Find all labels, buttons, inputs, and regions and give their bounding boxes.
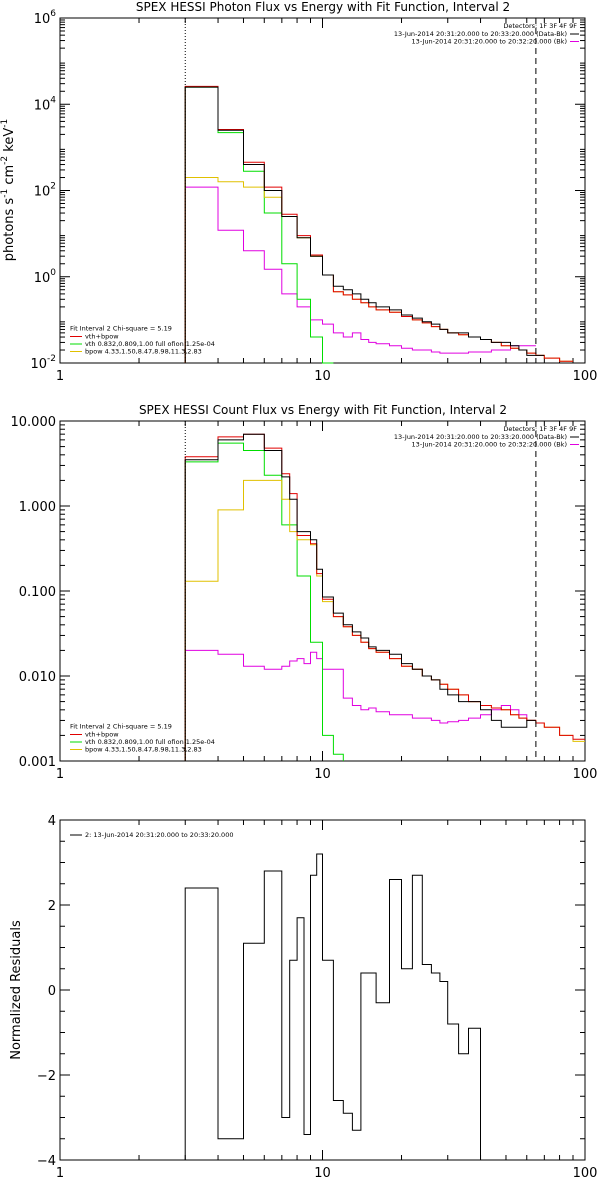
ylabel-exp: -1 (0, 119, 10, 128)
photon-flux-title: SPEX HESSI Photon Flux vs Energy with Fi… (136, 0, 510, 14)
series-line-data (184, 853, 492, 1161)
ylabel-part: cm (2, 165, 17, 189)
y-tick-label: 2 (48, 899, 56, 914)
x-tick-label: 100 (573, 1166, 598, 1181)
residuals-legend: 2: 13-Jun-2014 20:31:20.000 to 20:33:20.… (70, 831, 233, 839)
y-tick-label: 1.000 (19, 500, 56, 515)
photon-flux-legend-bottomleft: Fit Interval 2 Chi-square = 5.19vth+bpow… (70, 325, 215, 356)
y-tick-label: 0.100 (19, 585, 56, 600)
photon-flux-range-lines (184, 18, 537, 363)
count-flux-panel: SPEX HESSI Count Flux vs Energy with Fit… (11, 403, 598, 782)
ylabel-part: photons s (2, 198, 17, 262)
photon-flux-series (184, 85, 573, 364)
y-tick-label: 0 (48, 984, 56, 999)
legend-header: Detectors: 1F 3F 4F 9F (503, 22, 577, 30)
legend-entry-label: 13-Jun-2014 20:31:20.000 to 20:33:20.000… (394, 433, 567, 441)
legend-entry-label: vth 0.832,0.809,1.00 full ofion 1.25e-04 (85, 340, 215, 348)
legend-entry-label: vth 0.832,0.809,1.00 full ofion 1.25e-04 (85, 738, 215, 746)
series-line-bk (184, 649, 536, 761)
series-line-bpow (184, 479, 585, 761)
series-line-vth (184, 86, 334, 364)
x-tick-label: 1 (56, 1166, 64, 1181)
legend-entry-label: 13-Jun-2014 20:31:20.000 to 20:32:20.000… (412, 441, 567, 449)
legend-entry-label: vth+bpow (85, 333, 119, 341)
legend-entry-label: bpow 4.33,1.50,8.47,8.98,11.3,2.83 (85, 348, 202, 356)
legend-entry-label: 2: 13-Jun-2014 20:31:20.000 to 20:33:20.… (85, 831, 233, 839)
residuals-panel: 1 10 100 −4 −2 0 2 4 2: 13-Jun-2014 20:31:20.00… (9, 814, 597, 1181)
x-tick-label: 100 (573, 767, 598, 782)
ylabel-part: keV (2, 128, 17, 156)
y-tick-label: 100 (34, 268, 57, 286)
y-tick-label: 106 (34, 9, 57, 27)
residuals-series (184, 853, 492, 1161)
photon-flux-panel: SPEX HESSI Photon Flux vs Energy with Fi… (0, 0, 597, 384)
count-flux-series (184, 433, 585, 761)
series-line-data (184, 433, 536, 761)
y-tick-label: 0.001 (19, 755, 56, 770)
series-line-data (184, 86, 545, 363)
y-tick-label: 104 (34, 95, 57, 113)
y-tick-label: −2 (37, 1069, 56, 1084)
count-flux-axes: 1 10 100 0.001 0.010 0.100 1.000 10.000 (11, 415, 598, 782)
legend-entry-label: bpow 4.33,1.50,8.47,8.98,11.3,2.83 (85, 746, 202, 754)
y-tick-label: −4 (37, 1154, 56, 1169)
y-tick-label: 102 (34, 182, 56, 200)
y-tick-label: 0.010 (19, 670, 56, 685)
legend-header: Fit Interval 2 Chi-square = 5.19 (70, 325, 172, 333)
legend-entry-label: 13-Jun-2014 20:31:20.000 to 20:32:20.000… (412, 38, 567, 46)
series-line-vth (184, 442, 344, 761)
ylabel-exp: -1 (0, 189, 10, 198)
y-tick-label: 10.000 (11, 415, 57, 430)
legend-entry-label: vth+bpow (85, 731, 119, 739)
count-flux-range-lines (184, 421, 537, 761)
count-flux-legend-bottomleft: Fit Interval 2 Chi-square = 5.19vth+bpow… (70, 723, 215, 754)
x-tick-label: 1 (56, 767, 64, 782)
legend-entry-label: 13-Jun-2014 20:31:20.000 to 20:33:20.000… (394, 30, 567, 38)
x-tick-label: 10 (314, 767, 331, 782)
photon-flux-axes: 1 10 100 10-2 100 102 104 106 (30, 9, 597, 384)
residuals-axes: 1 10 100 −4 −2 0 2 4 (37, 814, 598, 1181)
legend-header: Detectors: 1F 3F 4F 9F (503, 425, 577, 433)
photon-flux-y-axis-label: photons s-1 cm-2 keV-1 (0, 119, 17, 261)
y-tick-label: 10-2 (30, 354, 56, 372)
x-tick-label: 10 (314, 1166, 331, 1181)
series-line-total (184, 85, 573, 363)
ylabel-exp: -2 (0, 156, 10, 165)
x-tick-label: 100 (573, 369, 598, 384)
series-line-bpow (184, 177, 573, 363)
y-tick-label: 4 (48, 814, 56, 829)
legend-header: Fit Interval 2 Chi-square = 5.19 (70, 723, 172, 731)
residuals-y-axis-label: Normalized Residuals (9, 920, 24, 1060)
x-tick-label: 10 (314, 369, 331, 384)
series-line-bk (184, 186, 536, 363)
x-tick-label: 1 (56, 369, 64, 384)
count-flux-title: SPEX HESSI Count Flux vs Energy with Fit… (139, 403, 507, 417)
photon-flux-plot-frame (59, 17, 586, 364)
